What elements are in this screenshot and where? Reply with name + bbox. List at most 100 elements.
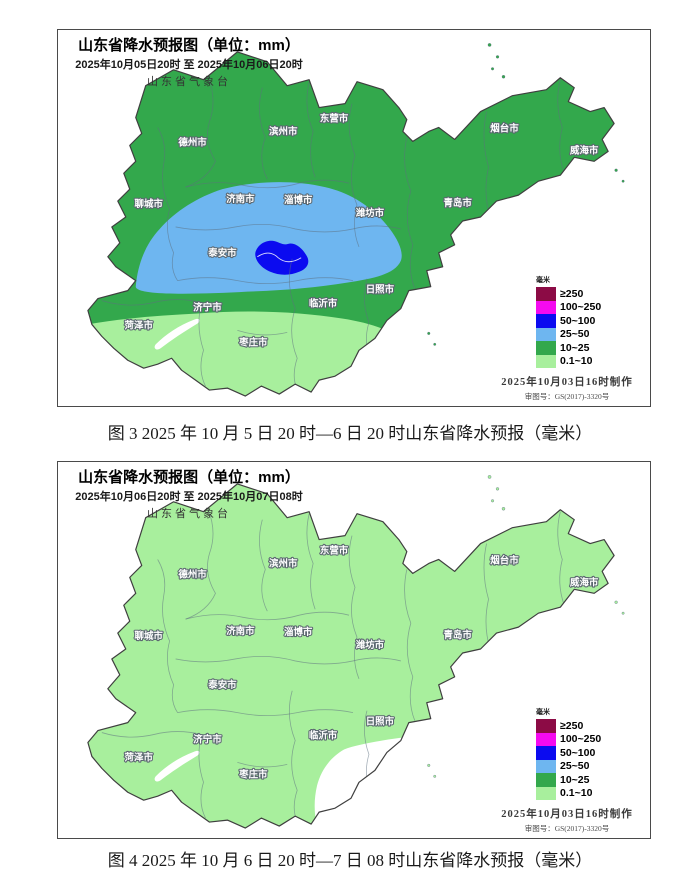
map-agency: 山东省气象台 xyxy=(147,75,231,88)
legend-swatch xyxy=(536,354,556,368)
legend-title: 毫米 xyxy=(536,709,550,716)
legend-label: 100~250 xyxy=(560,733,602,746)
made-at: 2025年10月03日16时制作 xyxy=(501,809,633,820)
legend-row: 100~250 xyxy=(536,300,602,314)
legend-rows: ≥250 100~250 50~100 25~50 10~25 0.1~10 xyxy=(536,719,601,800)
city-label: 威海市 xyxy=(570,144,599,156)
legend-swatch xyxy=(536,287,556,301)
legend-title: 毫米 xyxy=(536,277,550,284)
city-label: 菏泽市 xyxy=(125,319,154,331)
city-label: 潍坊市 xyxy=(356,639,385,651)
city-label: 淄博市 xyxy=(284,626,313,638)
legend-label: 25~50 xyxy=(560,328,590,341)
city-label: 泰安市 xyxy=(207,247,237,259)
precip-legend: 毫米 ≥250 100~250 50~100 25~50 10~25 0.1~10 xyxy=(536,275,601,368)
map-title: 山东省降水预报图（单位：mm） xyxy=(78,37,300,54)
legend-swatch xyxy=(536,786,556,800)
production-credit: 2025年10月03日16时制作 审图号：GS(2017)-3320号 xyxy=(482,374,652,402)
city-label: 东营市 xyxy=(320,113,349,125)
city-label: 日照市 xyxy=(366,716,395,728)
weishan-lake xyxy=(154,750,200,782)
legend-swatch xyxy=(536,759,556,773)
legend-swatch xyxy=(536,746,556,760)
legend-swatch xyxy=(536,719,556,733)
river-line xyxy=(257,252,302,263)
legend-label: 10~25 xyxy=(560,341,590,354)
made-at: 2025年10月03日16时制作 xyxy=(501,377,633,388)
map-caption-2: 图 4 2025 年 10 月 6 日 20 时—7 日 08 时山东省降水预报… xyxy=(107,851,593,870)
city-label: 菏泽市 xyxy=(125,751,154,763)
legend-swatch xyxy=(536,327,556,341)
city-label: 滨州市 xyxy=(269,557,298,569)
city-label: 济南市 xyxy=(226,193,255,205)
city-label: 淄博市 xyxy=(284,194,313,206)
legend-label: 50~100 xyxy=(560,746,596,759)
legend-rows: ≥250 100~250 50~100 25~50 10~25 0.1~10 xyxy=(536,287,601,368)
legend-row: ≥250 xyxy=(536,287,601,301)
city-label: 东营市 xyxy=(320,545,349,557)
map-title: 山东省降水预报图（单位：mm） xyxy=(78,469,300,486)
legend-swatch xyxy=(536,300,556,314)
map-title-block: 山东省降水预报图（单位：mm） 2025年10月06日20时 至 2025年10… xyxy=(66,469,312,521)
precip-map-figure-1: 德州市 滨州市 东营市 烟台市 威海市 聊城市 济南市 淄博市 潍坊市 青岛市 泰安市 济宁市 菏泽市枣… xyxy=(57,29,651,407)
city-label: 聊城市 xyxy=(135,630,164,642)
map-date-range: 2025年10月06日20时 至 2025年10月07日08时 xyxy=(75,490,303,503)
city-label: 德州市 xyxy=(177,568,207,580)
production-credit: 2025年10月03日16时制作 审图号：GS(2017)-3320号 xyxy=(482,806,652,834)
legend-label: 25~50 xyxy=(560,760,590,773)
legend-row: 25~50 xyxy=(536,327,601,341)
legend-label: 50~100 xyxy=(560,314,596,327)
legend-row: 50~100 xyxy=(536,314,601,328)
legend-row: ≥250 xyxy=(536,719,601,733)
legend-swatch xyxy=(536,773,556,787)
legend-label: ≥250 xyxy=(560,287,584,300)
legend-swatch xyxy=(536,314,556,328)
legend-label: 10~25 xyxy=(560,773,590,786)
city-label: 青岛市 xyxy=(443,197,472,209)
legend-row: 10~25 xyxy=(536,773,601,787)
band-50-100 xyxy=(255,240,309,275)
islands xyxy=(427,475,625,778)
city-label: 泰安市 xyxy=(207,679,237,691)
legend-row: 25~50 xyxy=(536,759,601,773)
precip-legend: 毫米 ≥250 100~250 50~100 25~50 10~25 0.1~10 xyxy=(536,707,601,800)
city-label: 德州市 xyxy=(177,136,207,148)
map-title-block: 山东省降水预报图（单位：mm） 2025年10月05日20时 至 2025年10… xyxy=(66,37,312,89)
legend-row: 10~25 xyxy=(536,341,601,355)
city-label: 聊城市 xyxy=(135,198,164,210)
city-label: 日照市 xyxy=(366,284,395,296)
city-label: 潍坊市 xyxy=(356,207,385,219)
review-number: 审图号：GS(2017)-3320号 xyxy=(524,392,610,401)
city-label: 济宁市 xyxy=(193,734,222,746)
legend-swatch xyxy=(536,341,556,355)
legend-swatch xyxy=(536,732,556,746)
city-label: 枣庄市 xyxy=(238,336,268,348)
legend-row: 0.1~10 xyxy=(536,786,601,800)
legend-label: ≥250 xyxy=(560,719,584,732)
map-agency: 山东省气象台 xyxy=(147,507,231,520)
city-label: 烟台市 xyxy=(490,554,519,566)
legend-label: 0.1~10 xyxy=(560,355,593,368)
city-label: 临沂市 xyxy=(309,298,338,310)
map-caption-1: 图 3 2025 年 10 月 5 日 20 时—6 日 20 时山东省降水预报… xyxy=(107,424,593,443)
city-label: 威海市 xyxy=(570,576,599,588)
review-number: 审图号：GS(2017)-3320号 xyxy=(524,824,610,833)
city-label: 临沂市 xyxy=(309,730,338,742)
city-label: 滨州市 xyxy=(269,125,298,137)
weishan-lake xyxy=(154,318,200,350)
precip-map-figure-2: 德州市 滨州市 东营市 烟台市 威海市 聊城市 济南市 淄博市 潍坊市 青岛市 泰安市 济宁市 菏泽市枣… xyxy=(57,461,651,839)
legend-label: 100~250 xyxy=(560,301,602,314)
city-label: 青岛市 xyxy=(443,629,472,641)
map-date-range: 2025年10月05日20时 至 2025年10月06日20时 xyxy=(75,58,303,71)
legend-label: 0.1~10 xyxy=(560,787,593,800)
city-label: 济南市 xyxy=(226,625,255,637)
city-label: 烟台市 xyxy=(490,122,519,134)
islands xyxy=(427,43,625,346)
legend-row: 100~250 xyxy=(536,732,602,746)
legend-row: 50~100 xyxy=(536,746,601,760)
